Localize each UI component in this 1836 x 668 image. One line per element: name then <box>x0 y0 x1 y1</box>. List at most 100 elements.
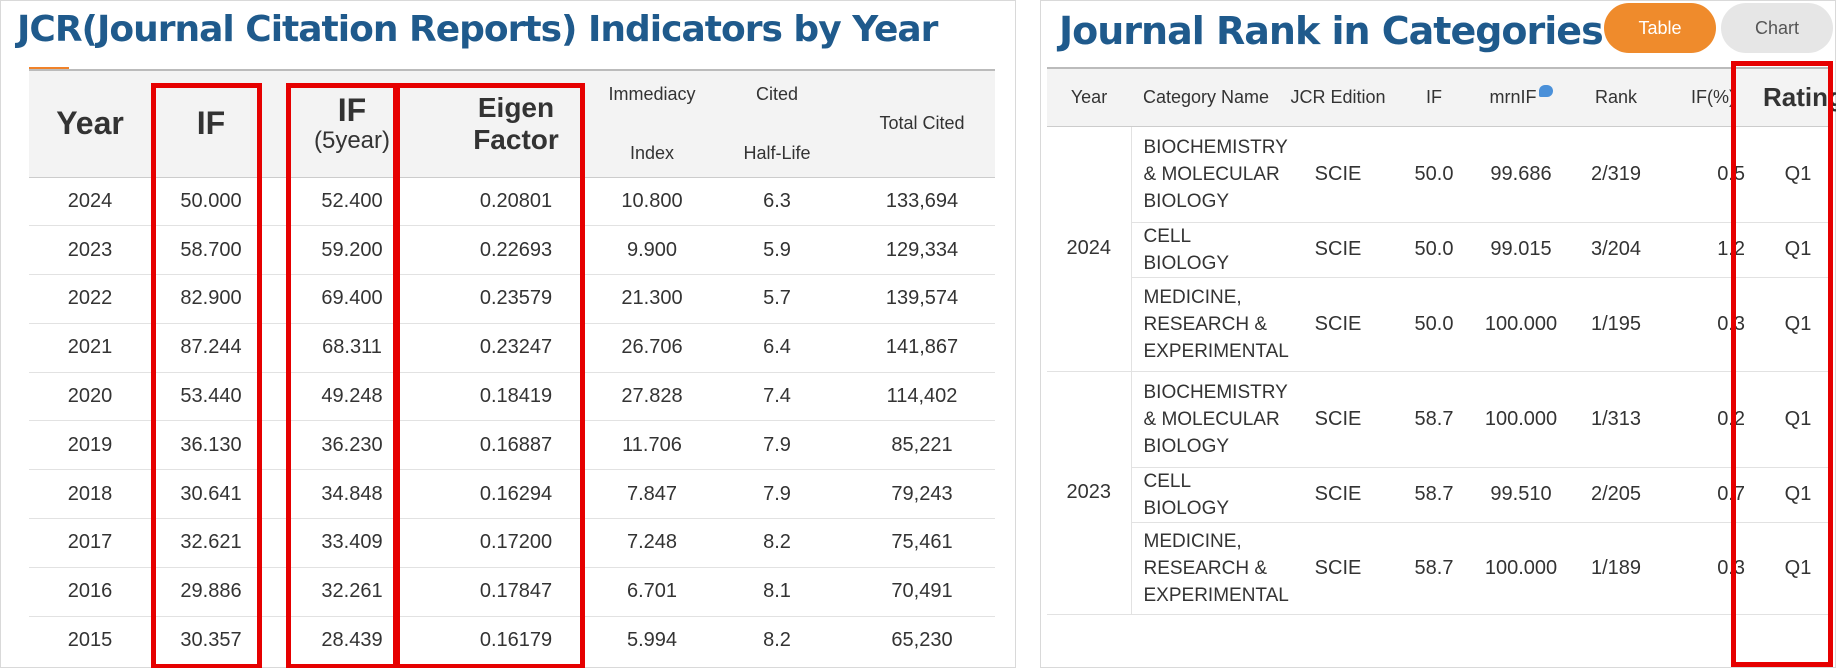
cell-half-life: 7.9 <box>705 469 849 520</box>
cell-if: 53.440 <box>151 372 271 422</box>
cell-immediacy: 11.706 <box>599 420 705 471</box>
cell-if5: 32.261 <box>271 567 433 617</box>
cell-year: 2016 <box>29 567 151 617</box>
col-header-total-cited: Total Cited <box>849 69 995 178</box>
col-header-edition: JCR Edition <box>1281 67 1395 127</box>
cell-year: 2015 <box>67 629 113 652</box>
info-bubble-icon[interactable] <box>1538 84 1553 97</box>
cell-jcr-edition: SCIE <box>1281 371 1395 468</box>
tab-table[interactable]: Table <box>1604 3 1716 53</box>
table-row: 2022 82.900 69.400 0.23579 21.300 5.7 139,574 <box>29 274 995 324</box>
cell-if-pct: 0.7 <box>1663 467 1763 523</box>
cell-if5: 59.200 <box>271 225 433 276</box>
cell-category-name: MEDICINE, RESEARCH & EXPERIMENTAL <box>1131 277 1289 372</box>
cell-if5: 36.230 <box>271 420 433 471</box>
cell-immediacy: 26.706 <box>599 323 705 373</box>
cell-rank: 3/204 <box>1569 222 1663 278</box>
cell-if: 58.700 <box>151 225 271 276</box>
col-header-if5: IF (5year) <box>271 69 433 178</box>
cell-immediacy: 27.828 <box>599 372 705 422</box>
cell-year: 2023 <box>29 225 151 276</box>
cell-mrnif: 99.686 <box>1473 126 1569 223</box>
cell-year: 2019 <box>29 420 151 471</box>
cell-immediacy: 6.701 <box>599 567 705 617</box>
cell-half-life: 6.4 <box>705 323 849 373</box>
cell-if: 82.900 <box>151 274 271 324</box>
cell-rank: 2/319 <box>1569 126 1663 223</box>
cell-immediacy: 9.900 <box>599 225 705 276</box>
table-row: MEDICINE, RESEARCH & EXPERIMENTAL SCIE 58.… <box>1047 522 1833 615</box>
cell-immediacy: 7.248 <box>599 518 705 568</box>
cell-total-cited: 141,867 <box>849 323 995 373</box>
cell-immediacy: 5.994 <box>626 629 678 652</box>
cell-half-life: 6.3 <box>705 177 849 227</box>
cell-year: 2021 <box>29 323 151 373</box>
cell-rating: Q1 <box>1763 467 1833 523</box>
col-header-year: Year <box>1047 67 1131 127</box>
cell-rating: Q1 <box>1763 522 1833 615</box>
cell-if5: 34.848 <box>271 469 433 520</box>
cell-rank: 1/195 <box>1569 277 1663 372</box>
cell-if: 50.0 <box>1395 126 1473 223</box>
jcr-header-row: Year IF IF (5year) Eigen Factor Immediac… <box>29 69 995 178</box>
table-row: 2015 30.357 28.439 0.16179 5.994 8.2 65,230 <box>29 616 995 665</box>
table-row: MEDICINE, RESEARCH & EXPERIMENTAL SCIE 50.… <box>1047 277 1833 372</box>
col-header-if-pct: IF(%) <box>1663 67 1763 127</box>
cell-year: 2018 <box>29 469 151 520</box>
cell-mrnif: 100.000 <box>1473 277 1569 372</box>
cell-total-cited: 85,221 <box>849 420 995 471</box>
cell-immediacy: 10.800 <box>599 177 705 227</box>
cell-if5: 49.248 <box>271 372 433 422</box>
cell-eigen: 0.17847 <box>433 567 599 617</box>
tab-chart[interactable]: Chart <box>1721 3 1833 53</box>
col-header-year: Year <box>29 69 151 178</box>
cell-if-pct: 1.2 <box>1663 222 1763 278</box>
cell-half-life: 5.7 <box>705 274 849 324</box>
cell-eigen: 0.16887 <box>433 420 599 471</box>
cell-if: 30.357 <box>180 629 242 652</box>
table-row: 2023 58.700 59.200 0.22693 9.900 5.9 129,334 <box>29 225 995 276</box>
cell-immediacy: 21.300 <box>599 274 705 324</box>
col-header-immediacy: Immediacy Index <box>599 69 705 178</box>
cell-eigen: 0.18419 <box>433 372 599 422</box>
cell-if5: 52.400 <box>271 177 433 227</box>
table-row: 2024 BIOCHEMISTRY & MOLECULAR BIOLOGY SCIE… <box>1047 126 1833 372</box>
cell-year: 2024 <box>1047 126 1132 372</box>
cell-mrnif: 100.000 <box>1473 522 1569 615</box>
cell-half-life: 7.9 <box>705 420 849 471</box>
cell-total-cited: 129,334 <box>849 225 995 276</box>
rank-header-row: Year Category Name JCR Edition IF mrnIF … <box>1047 67 1836 127</box>
cell-eigen: 0.23579 <box>433 274 599 324</box>
cell-if5: 28.439 <box>321 629 383 652</box>
cell-if5: 33.409 <box>271 518 433 568</box>
cell-if: 29.886 <box>151 567 271 617</box>
cell-year: 2024 <box>29 177 151 227</box>
cell-rating: Q1 <box>1763 277 1833 372</box>
cell-if: 58.7 <box>1395 371 1473 468</box>
jcr-panel-title: JCR(Journal Citation Reports) Indicators… <box>17 9 938 50</box>
title-accent-line <box>29 67 69 70</box>
cell-if: 58.7 <box>1395 522 1473 615</box>
cell-eigen: 0.23247 <box>433 323 599 373</box>
cell-category-name: BIOCHEMISTRY & MOLECULAR BIOLOGY <box>1131 126 1288 223</box>
cell-jcr-edition: SCIE <box>1281 522 1395 615</box>
cell-half-life: 8.2 <box>763 629 791 652</box>
cell-if: 87.244 <box>151 323 271 373</box>
cell-jcr-edition: SCIE <box>1281 467 1395 523</box>
cell-category-name: CELL BIOLOGY <box>1131 222 1281 278</box>
cell-mrnif: 100.000 <box>1473 371 1569 468</box>
cell-jcr-edition: SCIE <box>1281 126 1395 223</box>
cell-year: 2022 <box>29 274 151 324</box>
cell-if5: 68.311 <box>271 323 433 373</box>
cell-immediacy: 7.847 <box>599 469 705 520</box>
col-header-eigen: Eigen Factor <box>433 69 599 178</box>
cell-if: 58.7 <box>1395 467 1473 523</box>
cell-jcr-edition: SCIE <box>1281 222 1395 278</box>
cell-if-pct: 0.5 <box>1663 126 1763 223</box>
table-row: 2024 50.000 52.400 0.20801 10.800 6.3 133,694 <box>29 177 995 227</box>
cell-if: 50.000 <box>151 177 271 227</box>
col-header-rank: Rank <box>1569 67 1663 127</box>
cell-rank: 1/189 <box>1569 522 1663 615</box>
cell-category-name: CELL BIOLOGY <box>1131 467 1281 523</box>
cell-total-cited: 114,402 <box>849 372 995 422</box>
